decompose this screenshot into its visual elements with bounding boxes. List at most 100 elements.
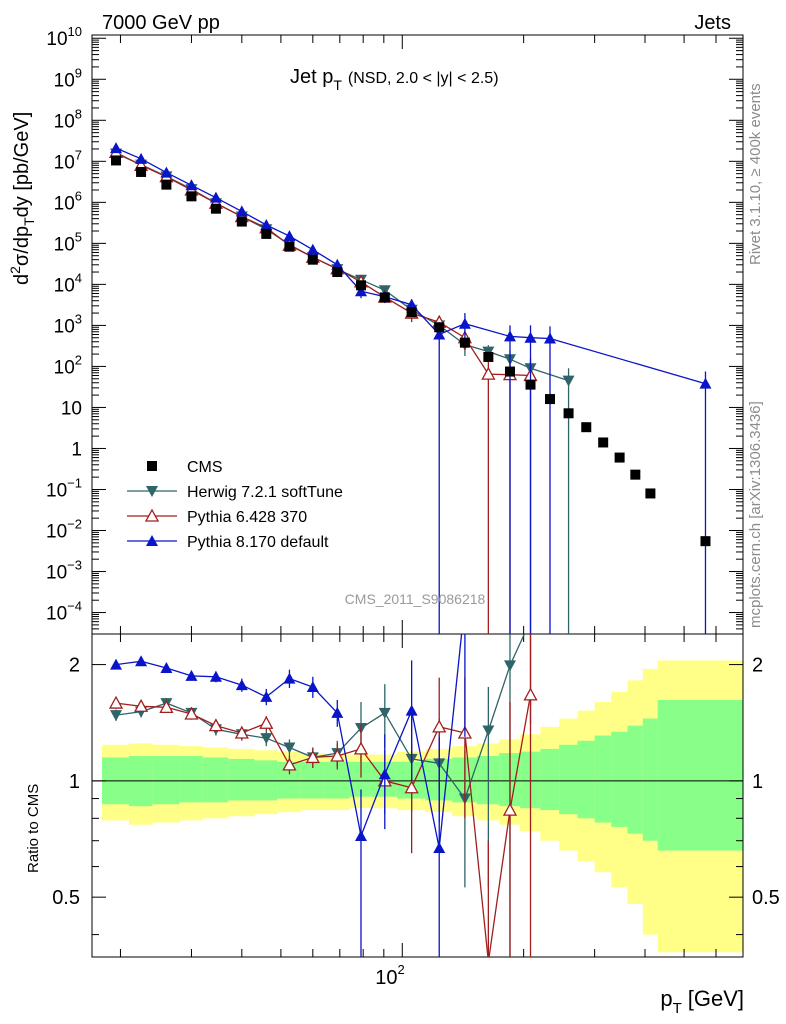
upper-series-cms <box>111 155 711 547</box>
ratio-point <box>234 725 249 739</box>
legend-label: Pythia 8.170 default <box>187 534 329 551</box>
x-major-tick-label: 102 <box>375 962 404 989</box>
ratio-point <box>260 690 273 702</box>
band-inner <box>540 748 560 811</box>
data-point <box>700 536 711 547</box>
upper-ylabel: d2σ/dpTdy [pb/GeV] <box>7 112 37 285</box>
data-point <box>354 285 367 297</box>
data-point <box>483 351 494 362</box>
lower-y-tick-label-right: 1 <box>752 771 763 793</box>
data-point <box>161 179 172 190</box>
band-inner <box>627 725 644 834</box>
band-inner <box>179 755 204 803</box>
data-point <box>563 408 574 419</box>
band-inner <box>300 761 325 799</box>
ratio-point <box>208 718 224 732</box>
x-axis-label: pT [GeV] <box>660 986 744 1017</box>
ratio-point <box>159 699 174 713</box>
band-inner <box>657 699 744 851</box>
upper-y-tick-label: 1010 <box>46 24 82 50</box>
data-point <box>434 322 445 333</box>
upper-y-tick-label: 10 <box>61 398 82 419</box>
data-point <box>260 219 273 231</box>
ratio-series-pythia-8-170-default <box>110 634 466 957</box>
ratio-point <box>482 725 495 737</box>
upper-y-tick-label: 10−4 <box>46 599 82 625</box>
series-line-herwig-7-2-1-softtune <box>115 152 569 382</box>
mcplots-label: mcplots.cern.ch [arXiv:1306.3436] <box>747 401 764 628</box>
data-point <box>458 317 471 329</box>
legend-label: CMS <box>187 459 223 476</box>
ratio-point <box>260 733 273 745</box>
ratio-point <box>283 742 296 754</box>
data-point <box>284 241 295 252</box>
data-point <box>524 331 537 343</box>
ratio-point <box>108 695 124 709</box>
upper-series-herwig-7-2-1-softtune <box>110 148 575 634</box>
lower-y-tick-label-right: 0.5 <box>752 887 780 909</box>
lower-frame <box>91 633 744 958</box>
upper-y-tick-label: 109 <box>54 65 82 91</box>
legend-entry: Pythia 8.170 default <box>127 534 329 551</box>
rivet-label: Rivet 3.1.10, ≥ 400k events <box>747 83 764 265</box>
ratio-line-pythia-6-428-370 <box>115 694 532 957</box>
legend-label: Herwig 7.2.1 softTune <box>187 484 343 501</box>
ratio-point <box>235 679 248 691</box>
upper-y-tick-label: 108 <box>54 106 82 132</box>
band-inner <box>642 718 659 841</box>
band-inner <box>202 757 229 803</box>
data-point <box>614 452 625 463</box>
data-point <box>459 337 470 348</box>
upper-series-pythia-8-170-default <box>110 142 712 634</box>
data-point <box>261 228 272 239</box>
band-inner <box>611 731 628 827</box>
ratio-point <box>184 706 199 720</box>
ratio-point <box>110 658 123 670</box>
data-point <box>306 243 319 255</box>
ratio-point <box>306 680 319 692</box>
band-inner <box>277 761 302 799</box>
ratio-point <box>135 655 148 667</box>
data-point <box>355 280 366 291</box>
data-point <box>699 377 712 389</box>
series-line-pythia-8-170-default <box>115 147 706 385</box>
ratio-point <box>331 706 344 718</box>
data-point <box>210 203 221 214</box>
data-point <box>160 166 173 178</box>
upper-y-tick-label: 10−1 <box>46 475 82 501</box>
ratio-point <box>432 719 447 733</box>
data-point <box>136 166 147 177</box>
data-point <box>135 152 148 164</box>
ratio-point <box>259 715 274 729</box>
legend-marker <box>147 461 157 471</box>
legend-marker <box>146 486 158 497</box>
data-point <box>186 191 197 202</box>
ratio-point <box>160 661 173 673</box>
legend-entry: Herwig 7.2.1 softTune <box>127 484 343 501</box>
ratio-point <box>404 780 419 794</box>
ratio-point <box>523 687 538 701</box>
ratio-point <box>209 670 222 682</box>
upper-y-tick-label: 102 <box>54 352 82 378</box>
ratio-point <box>185 669 198 681</box>
band-inner <box>152 755 180 805</box>
data-point <box>406 307 417 318</box>
legend-label: Pythia 6.428 370 <box>187 509 307 526</box>
band-inner <box>349 761 373 797</box>
upper-y-tick-label: 107 <box>54 147 82 173</box>
upper-series-pythia-6-428-370 <box>108 145 538 634</box>
data-point <box>185 179 198 191</box>
ratio-point <box>405 704 418 716</box>
upper-y-tick-label: 10−3 <box>46 558 82 584</box>
upper-y-tick-label: 10−2 <box>46 517 82 543</box>
ratio-point <box>282 757 297 771</box>
ratio-point <box>378 768 391 780</box>
data-point <box>379 292 390 303</box>
ratio-line-herwig-7-2-1-softtune <box>115 634 526 800</box>
data-point <box>481 366 496 380</box>
upper-y-tick-label: 1 <box>71 439 82 460</box>
band-inner <box>594 735 612 823</box>
data-point <box>544 332 557 344</box>
lower-ylabel: Ratio to CMS <box>25 784 42 873</box>
